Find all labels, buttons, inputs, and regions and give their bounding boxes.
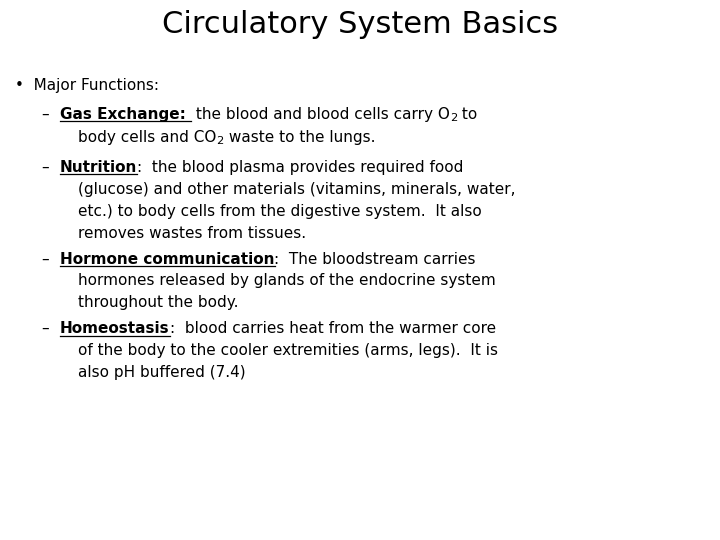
Text: :  The bloodstream carries: : The bloodstream carries bbox=[274, 252, 476, 267]
Text: of the body to the cooler extremities (arms, legs).  It is: of the body to the cooler extremities (a… bbox=[78, 343, 498, 359]
Text: body cells and CO: body cells and CO bbox=[78, 130, 217, 145]
Text: –: – bbox=[42, 160, 55, 174]
Text: also pH buffered (7.4): also pH buffered (7.4) bbox=[78, 366, 246, 380]
Text: Hormone communication: Hormone communication bbox=[60, 252, 274, 267]
Text: hormones released by glands of the endocrine system: hormones released by glands of the endoc… bbox=[78, 273, 496, 288]
Text: 2: 2 bbox=[450, 113, 457, 123]
Text: (glucose) and other materials (vitamins, minerals, water,: (glucose) and other materials (vitamins,… bbox=[78, 181, 516, 197]
Text: the blood and blood cells carry O: the blood and blood cells carry O bbox=[191, 106, 450, 122]
Text: Circulatory System Basics: Circulatory System Basics bbox=[162, 10, 558, 39]
Text: waste to the lungs.: waste to the lungs. bbox=[224, 130, 375, 145]
Text: :  blood carries heat from the warmer core: : blood carries heat from the warmer cor… bbox=[170, 321, 496, 336]
Text: –: – bbox=[42, 106, 55, 122]
Text: etc.) to body cells from the digestive system.  It also: etc.) to body cells from the digestive s… bbox=[78, 204, 482, 219]
Text: Gas Exchange:: Gas Exchange: bbox=[60, 106, 191, 122]
Text: 2: 2 bbox=[217, 136, 224, 146]
Text: removes wastes from tissues.: removes wastes from tissues. bbox=[78, 226, 306, 241]
Text: Homeostasis: Homeostasis bbox=[60, 321, 170, 336]
Text: Nutrition: Nutrition bbox=[60, 160, 138, 174]
Text: to: to bbox=[457, 106, 477, 122]
Text: –: – bbox=[42, 252, 55, 267]
Text: –: – bbox=[42, 321, 55, 336]
Text: throughout the body.: throughout the body. bbox=[78, 295, 238, 310]
Text: :  the blood plasma provides required food: : the blood plasma provides required foo… bbox=[138, 160, 464, 174]
Text: •  Major Functions:: • Major Functions: bbox=[15, 78, 159, 93]
